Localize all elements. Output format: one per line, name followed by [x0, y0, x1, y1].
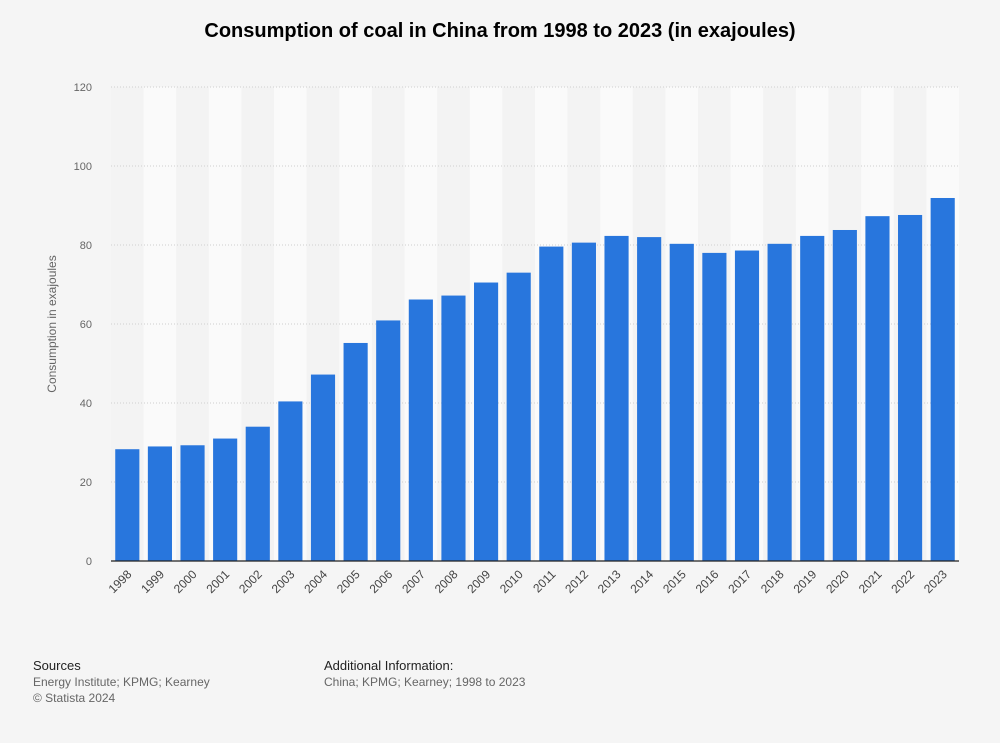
bar[interactable]: [800, 235, 825, 562]
bars: [115, 197, 955, 562]
x-tick-label: 1998: [106, 567, 135, 596]
bar[interactable]: [245, 426, 270, 561]
chart-title: Consumption of coal in China from 1998 t…: [204, 20, 796, 42]
footer-sources: Sources Energy Institute; KPMG; Kearney …: [33, 658, 210, 706]
y-tick-label: 0: [86, 556, 92, 568]
x-tick-label: 2001: [203, 567, 232, 596]
bar[interactable]: [278, 401, 303, 561]
x-tick-label: 2015: [660, 567, 689, 596]
sources-text: Energy Institute; KPMG; Kearney: [33, 675, 210, 689]
x-tick-label: 2013: [595, 567, 624, 596]
y-tick-label: 20: [80, 477, 92, 489]
x-tick-label: 2021: [856, 567, 885, 596]
x-tick-label: 2003: [269, 567, 298, 596]
x-tick-label: 1999: [138, 567, 167, 596]
bar[interactable]: [669, 243, 694, 561]
bar[interactable]: [408, 299, 433, 561]
bar[interactable]: [213, 438, 238, 561]
x-tick-label: 2005: [334, 567, 363, 596]
bar-chart: 0 20 40 60 80 100 120 1998 1999 2000 2001 2002 2003…: [45, 82, 959, 596]
bar[interactable]: [539, 246, 564, 561]
copyright-text: © Statista 2024: [33, 691, 116, 705]
bar[interactable]: [474, 282, 499, 561]
bar[interactable]: [930, 197, 955, 561]
x-tick-label: 2022: [888, 567, 917, 596]
y-tick-label: 100: [74, 161, 92, 173]
y-axis-label: Consumption in exajoules: [45, 255, 59, 392]
x-tick-label: 2018: [758, 567, 787, 596]
y-tick-label: 120: [74, 82, 92, 94]
x-tick-label: 2023: [921, 567, 950, 596]
x-tick-label: 2000: [171, 567, 200, 596]
bar[interactable]: [898, 214, 923, 562]
sources-heading: Sources: [33, 658, 81, 673]
bar[interactable]: [180, 445, 205, 561]
bar[interactable]: [115, 449, 140, 561]
bar[interactable]: [506, 272, 531, 561]
y-tick-label: 40: [80, 398, 92, 410]
x-tick-label: 2014: [627, 567, 656, 596]
x-tick-label: 2006: [367, 567, 396, 596]
additional-info-text: China; KPMG; Kearney; 1998 to 2023: [324, 675, 526, 689]
x-tick-label: 2007: [399, 567, 428, 596]
bar[interactable]: [734, 250, 760, 561]
x-tick-label: 2017: [725, 567, 754, 596]
bar[interactable]: [441, 295, 466, 561]
bar[interactable]: [147, 446, 172, 561]
x-tick-label: 2002: [236, 567, 265, 596]
x-tick-label: 2019: [791, 567, 820, 596]
x-axis-ticks: 1998 1999 2000 2001 2002 2003 2004 2005 2006 2007…: [106, 567, 950, 596]
bar[interactable]: [310, 374, 336, 561]
x-tick-label: 2020: [823, 567, 852, 596]
bar[interactable]: [571, 242, 596, 561]
x-tick-label: 2012: [562, 567, 591, 596]
x-tick-label: 2016: [693, 567, 722, 596]
bar[interactable]: [865, 216, 890, 562]
bar[interactable]: [767, 243, 792, 561]
y-axis-ticks: 0 20 40 60 80 100 120: [74, 82, 92, 568]
footer-additional-info: Additional Information: China; KPMG; Kea…: [324, 658, 525, 690]
bar[interactable]: [376, 320, 401, 561]
x-tick-label: 2008: [432, 567, 461, 596]
bar[interactable]: [637, 237, 662, 561]
additional-info-heading: Additional Information:: [324, 658, 454, 673]
bar[interactable]: [604, 235, 629, 562]
bar[interactable]: [702, 252, 727, 561]
bar[interactable]: [343, 342, 368, 561]
x-tick-label: 2010: [497, 567, 526, 596]
y-tick-label: 60: [80, 319, 92, 331]
x-tick-label: 2011: [530, 567, 558, 595]
x-tick-label: 2004: [301, 567, 330, 596]
x-tick-label: 2009: [464, 567, 493, 596]
y-tick-label: 80: [80, 240, 92, 252]
bar[interactable]: [832, 229, 857, 562]
